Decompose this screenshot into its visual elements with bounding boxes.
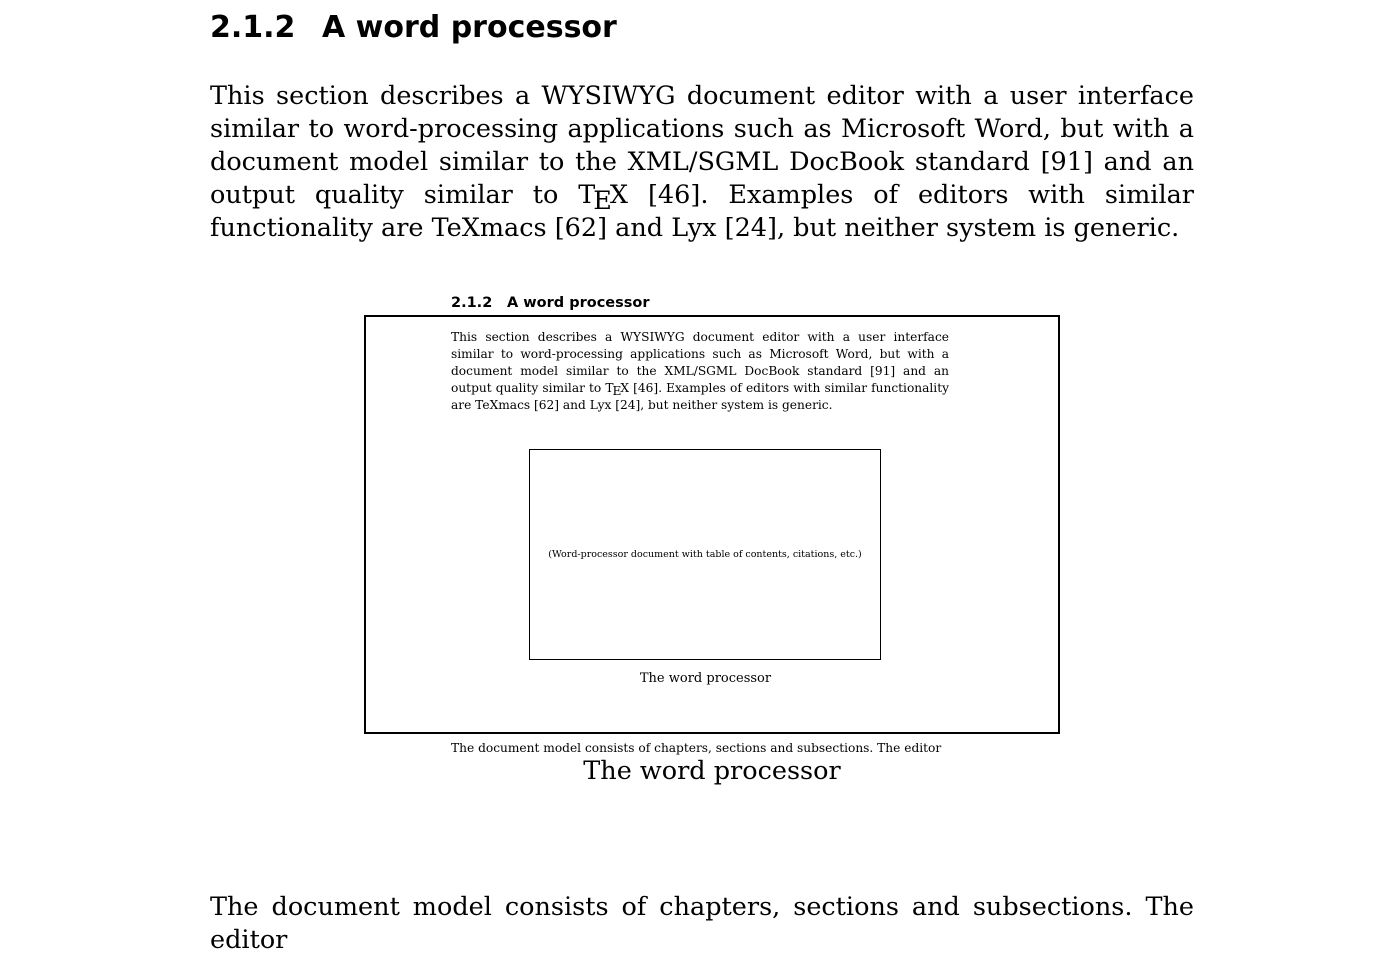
intro-paragraph: This section describes a WYSIWYG documen…: [210, 80, 1194, 245]
embedded-tex-logo: TEX: [605, 381, 630, 398]
section-heading: 2.1.2 A word processor: [210, 8, 617, 48]
intro-text-before: This section describes a WYSIWYG documen…: [210, 81, 1194, 210]
figure-frame: [364, 315, 1060, 734]
embedded-section-title: A word processor: [507, 295, 650, 311]
next-paragraph: The document model consists of chapters,…: [210, 892, 1194, 955]
embedded-section-number: 2.1.2: [451, 295, 493, 311]
embedded-figure-caption: The word processor: [639, 671, 772, 686]
intro-text-after: [46]. Examples of editors with similar f…: [210, 180, 1194, 243]
embedded-section-heading: 2.1.2 A word processor: [451, 294, 650, 312]
section-number: 2.1.2: [210, 10, 296, 45]
figure-caption: The word processor: [364, 755, 1060, 788]
placeholder-text: (Word-processor document with table of c…: [548, 549, 862, 560]
embedded-next-paragraph: The document model consists of chapters,…: [451, 741, 942, 755]
embedded-intro-paragraph: This section describes a WYSIWYG documen…: [451, 330, 949, 412]
section-title: A word processor: [322, 10, 617, 45]
embedded-figure-placeholder: (Word-processor document with table of c…: [529, 449, 881, 660]
tex-logo: TEX: [578, 180, 629, 216]
